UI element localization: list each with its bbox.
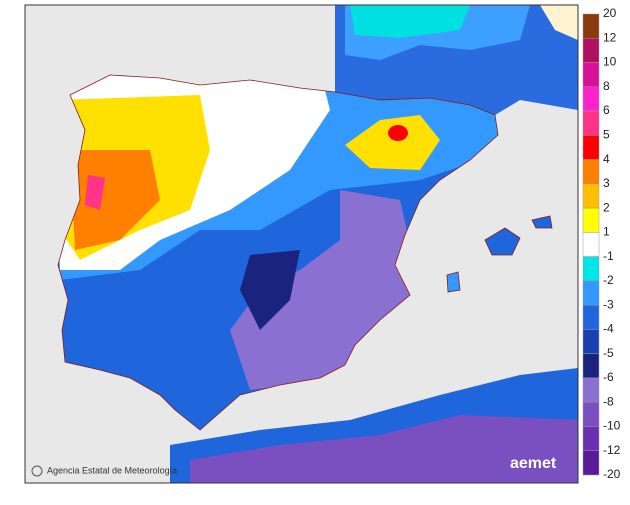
colorbar-swatch bbox=[582, 13, 600, 39]
island bbox=[446, 271, 461, 293]
colorbar-label: -8 bbox=[603, 394, 614, 408]
colorbar-label: -2 bbox=[603, 273, 614, 287]
france-area bbox=[350, 5, 470, 38]
colorbar-swatch bbox=[582, 353, 600, 379]
colorbar-label: 1 bbox=[603, 225, 610, 239]
colorbar-label: 3 bbox=[603, 176, 610, 190]
africa-area bbox=[190, 415, 578, 483]
colorbar-label: 2 bbox=[603, 200, 610, 214]
map-frame bbox=[24, 4, 579, 484]
colorbar-swatch bbox=[582, 62, 600, 88]
anomaly-area bbox=[70, 150, 160, 250]
colorbar-swatch bbox=[582, 304, 600, 330]
colorbar-swatch bbox=[582, 232, 600, 257]
colorbar: 20 12 10 8 6 5 4 3 2 1 -1 -2 -3 -4 -5 -6 -8 -10 -12 -20 bbox=[582, 6, 621, 481]
colorbar-label: 5 bbox=[603, 127, 610, 141]
island bbox=[531, 215, 553, 229]
colorbar-swatch bbox=[582, 280, 600, 306]
map: Agencia Estatal de Meteorología aemet bbox=[25, 5, 578, 483]
colorbar-label: -4 bbox=[603, 322, 614, 336]
credit: Agencia Estatal de Meteorología bbox=[47, 465, 177, 475]
colorbar-label: 12 bbox=[603, 30, 617, 44]
colorbar-label: -5 bbox=[603, 346, 614, 360]
logo: aemet bbox=[510, 455, 557, 472]
anomaly-area bbox=[85, 175, 105, 210]
colorbar-label: -6 bbox=[603, 370, 614, 384]
colorbar-label: 6 bbox=[603, 103, 610, 117]
colorbar-swatch bbox=[582, 135, 600, 160]
colorbar-swatch bbox=[582, 207, 600, 233]
colorbar-swatch bbox=[582, 450, 600, 476]
colorbar-label: -1 bbox=[603, 249, 614, 263]
colorbar-swatch bbox=[582, 110, 600, 136]
coastline bbox=[57, 74, 499, 431]
colorbar-label: 10 bbox=[603, 55, 617, 69]
colorbar-swatch bbox=[582, 86, 600, 112]
colorbar-swatch bbox=[582, 256, 600, 282]
france-area bbox=[540, 5, 578, 40]
colorbar-swatch bbox=[582, 426, 600, 451]
colorbar-label: 4 bbox=[603, 152, 610, 166]
colorbar-label: -10 bbox=[603, 419, 621, 433]
colorbar-swatch bbox=[582, 329, 600, 354]
colorbar-swatch bbox=[582, 401, 600, 427]
anomaly-area bbox=[345, 115, 440, 170]
colorbar-label: -20 bbox=[603, 467, 621, 481]
colorbar-swatch bbox=[582, 38, 600, 63]
colorbar-label: 20 bbox=[603, 6, 617, 20]
iberia bbox=[58, 75, 498, 430]
colorbar-swatch bbox=[582, 377, 600, 403]
copyright-icon bbox=[31, 465, 43, 477]
colorbar-swatch bbox=[582, 183, 600, 209]
colorbar-label: -12 bbox=[603, 443, 621, 457]
island bbox=[484, 227, 521, 256]
colorbar-label: -3 bbox=[603, 297, 614, 311]
anomaly-area bbox=[388, 125, 408, 141]
colorbar-label: 8 bbox=[603, 79, 610, 93]
colorbar-swatch bbox=[582, 159, 600, 185]
anomaly-area bbox=[240, 250, 300, 330]
